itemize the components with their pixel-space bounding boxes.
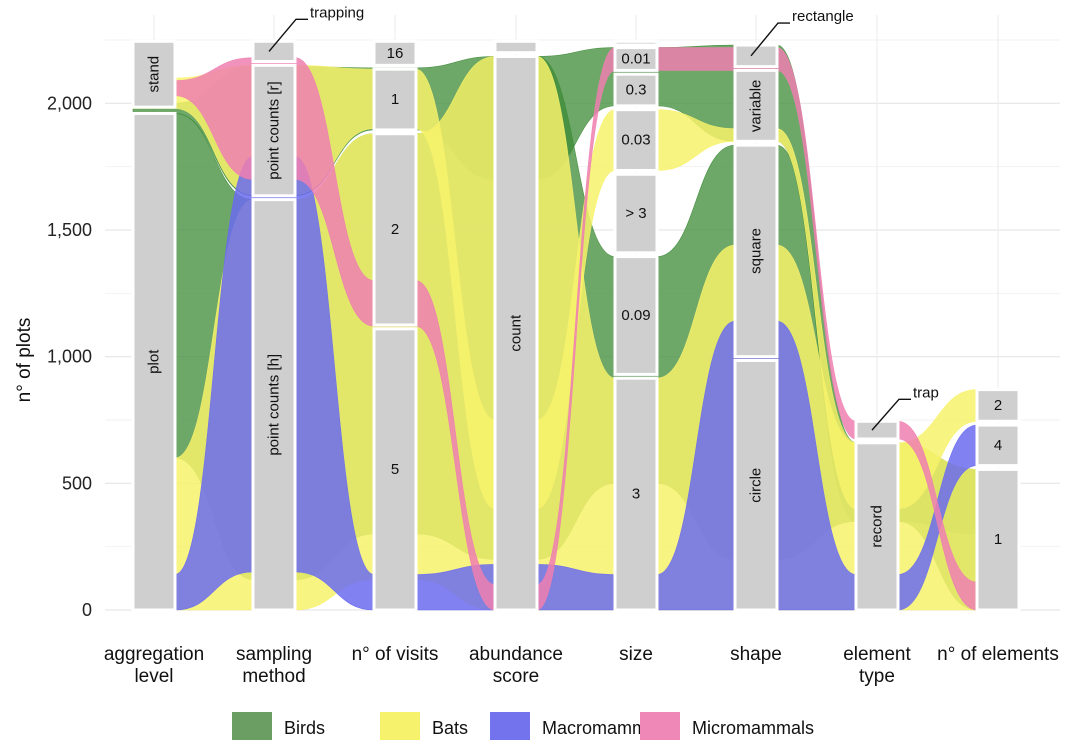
x-axis-label: n° of visits (352, 644, 439, 665)
stratum (251, 198, 297, 612)
x-axis-label: level (134, 666, 173, 687)
stratum (733, 68, 779, 143)
y-tick-label: 1,000 (47, 347, 92, 367)
stratum (493, 39, 539, 55)
stratum-label: stand (146, 56, 163, 93)
stratum (975, 388, 1021, 423)
stratum-label: 4 (994, 437, 1002, 454)
x-axis-label: size (619, 644, 653, 665)
y-axis-label: n° of plots (14, 318, 35, 403)
stratum-callout-label: trap (913, 384, 939, 401)
stratum (975, 423, 1021, 468)
stratum-callout-label: trapping (310, 4, 364, 21)
stratum (733, 143, 779, 359)
stratum-label: count (508, 314, 525, 352)
stratum-label: square (748, 228, 765, 274)
stratum-callout-label: rectangle (792, 8, 854, 25)
legend-label: Macromammals (542, 718, 670, 738)
stratum (131, 111, 177, 612)
stratum-label: record (869, 505, 886, 548)
stratum-label: point counts [r] (266, 81, 283, 179)
legend: Birds Bats Macromammals Micromammals (232, 712, 814, 740)
stratum-label: 0.03 (621, 132, 650, 149)
stratum (733, 358, 779, 612)
y-tick-label: 2,000 (47, 93, 92, 113)
stratum-label: 1 (994, 531, 1002, 548)
stratum (613, 108, 659, 172)
stratum-label: circle (748, 468, 765, 503)
stratum-label: plot (146, 349, 163, 374)
stratum (975, 467, 1021, 612)
legend-swatch (232, 712, 272, 740)
x-axis-label: method (242, 666, 305, 687)
callout-line (871, 398, 911, 431)
stratum (372, 67, 418, 132)
legend-swatch (490, 712, 530, 740)
stratum (251, 39, 297, 64)
callout-line (268, 18, 308, 52)
stratum-label: 3 (632, 486, 640, 503)
y-tick-label: 1,500 (47, 220, 92, 240)
callout-line (750, 22, 790, 57)
stratum (493, 54, 539, 612)
x-axis-label: element (843, 644, 911, 665)
stratum-label: 16 (387, 45, 404, 62)
stratum (854, 419, 900, 441)
stratum-label: 0.3 (626, 82, 647, 99)
stratum-label: 0.01 (621, 51, 650, 68)
stratum (372, 132, 418, 327)
x-axis-label: shape (730, 644, 782, 665)
x-axis-label: abundance (469, 644, 563, 665)
stratum-label: 5 (391, 461, 399, 478)
stratum (613, 172, 659, 255)
stratum (372, 39, 418, 67)
x-axis-label: sampling (236, 644, 312, 665)
flow-ribbon (132, 65, 1020, 509)
legend-label: Micromammals (692, 718, 814, 738)
stratum-label: 0.09 (621, 307, 650, 324)
legend-swatch (640, 712, 680, 740)
y-tick-label: 500 (62, 473, 92, 493)
x-axis-label: n° of elements (937, 644, 1059, 665)
legend-label: Birds (284, 718, 325, 738)
stratum (613, 39, 659, 47)
stratum (613, 72, 659, 108)
stratum (613, 376, 659, 612)
stratum (613, 255, 659, 376)
stratum (613, 46, 659, 72)
x-axis-label: score (493, 666, 539, 687)
stratum-label: 2 (994, 397, 1002, 414)
stratum-label: 2 (391, 221, 399, 238)
stratum (131, 39, 177, 109)
stratum (733, 43, 779, 69)
stratum (372, 327, 418, 612)
strata: plot stand point counts [h] point counts [r… (131, 4, 1021, 612)
stratum (854, 441, 900, 612)
stratum-label: point counts [h] (266, 354, 283, 456)
x-axis-label: aggregation (104, 644, 204, 665)
y-tick-label: 0 (82, 600, 92, 620)
y-axis: 0 500 1,000 1,500 2,000 (47, 93, 92, 620)
stratum (251, 63, 297, 198)
legend-swatch (380, 712, 420, 740)
x-axis-label: type (859, 666, 895, 687)
legend-label: Bats (432, 718, 468, 738)
stratum-label: 1 (391, 91, 399, 108)
flows (132, 44, 1020, 611)
stratum-label: variable (748, 80, 765, 133)
stratum-label: > 3 (625, 205, 646, 222)
